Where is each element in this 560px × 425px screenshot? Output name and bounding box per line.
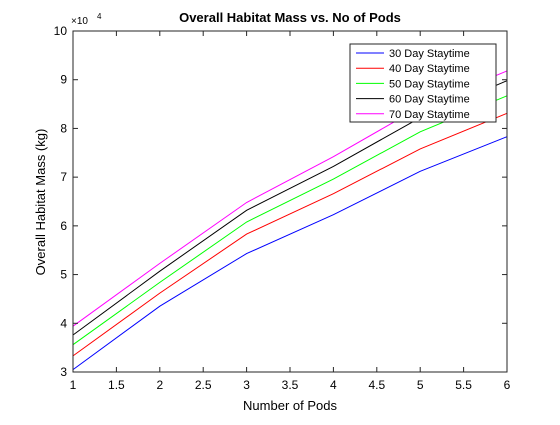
legend-label: 40 Day Staytime	[389, 63, 470, 75]
x-tick-label: 4	[330, 378, 337, 392]
x-tick-label: 4.5	[368, 378, 385, 392]
y-tick-label: 3	[60, 365, 67, 379]
series-line-3	[72, 95, 508, 346]
x-tick-label: 5	[417, 378, 424, 392]
y-tick-label: 8	[60, 121, 67, 135]
y-tick-label: 9	[60, 73, 67, 87]
legend-label: 60 Day Staytime	[389, 94, 470, 106]
x-tick-label: 2.5	[195, 378, 212, 392]
x-tick-label: 6	[504, 378, 511, 392]
x-tick-label: 5.5	[455, 378, 472, 392]
y-tick-label: 4	[60, 316, 67, 330]
legend-label: 30 Day Staytime	[389, 48, 470, 60]
legend-label: 70 Day Staytime	[389, 109, 470, 121]
series-line-1	[72, 136, 508, 371]
legend-label: 50 Day Staytime	[389, 78, 470, 90]
y-tick-label: 5	[60, 268, 67, 282]
x-tick-label: 3	[243, 378, 250, 392]
y-tick-label: 10	[54, 24, 68, 38]
x-tick-label: 1.5	[108, 378, 125, 392]
x-tick-label: 1	[70, 378, 77, 392]
x-tick-label: 2	[156, 378, 163, 392]
x-axis-label: Number of Pods	[243, 398, 337, 413]
y-axis-label: Overall Habitat Mass (kg)	[33, 129, 48, 276]
series-line-2	[72, 112, 508, 357]
plot-frame	[72, 30, 508, 373]
y-exponent-base: ×10	[71, 16, 88, 27]
x-tick-label: 3.5	[282, 378, 299, 392]
legend: 30 Day Staytime 40 Day Staytime 50 Day Sta…	[349, 43, 497, 123]
chart-title: Overall Habitat Mass vs. No of Pods	[179, 10, 401, 25]
y-tick-label: 6	[60, 219, 67, 233]
y-tick-label: 7	[60, 170, 67, 184]
y-exponent-power: 4	[97, 12, 102, 21]
